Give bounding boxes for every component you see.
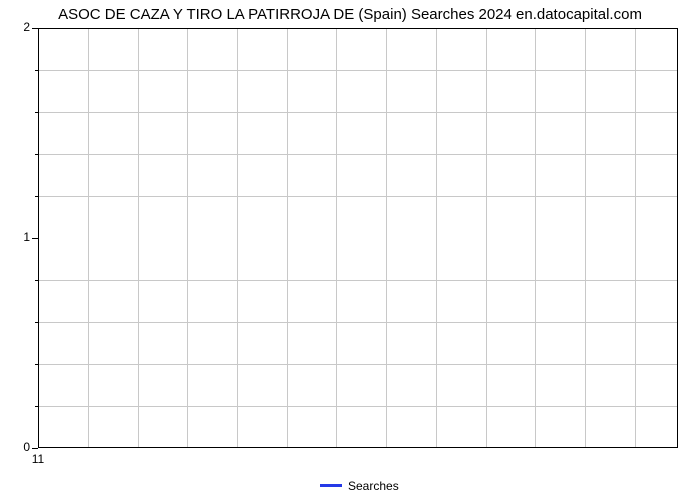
y-gridline [38,112,678,113]
y-tick [32,448,38,449]
x-gridline [138,28,139,448]
y-gridline [38,280,678,281]
chart-container: ASOC DE CAZA Y TIRO LA PATIRROJA DE (Spa… [0,0,700,500]
x-gridline [635,28,636,448]
axis-left [38,28,39,448]
y-gridline [38,364,678,365]
plot-area [38,28,678,448]
y-tick-label: 2 [10,20,30,34]
axis-bottom [38,447,678,448]
x-gridline [237,28,238,448]
x-gridline [287,28,288,448]
x-gridline [88,28,89,448]
x-tick-label: 11 [23,452,53,466]
y-gridline [38,322,678,323]
y-gridline [38,406,678,407]
y-gridline [38,196,678,197]
y-gridline [38,154,678,155]
x-gridline [486,28,487,448]
y-tick-label: 1 [10,230,30,244]
x-gridline [386,28,387,448]
x-gridline [585,28,586,448]
legend: Searches [320,478,399,493]
x-gridline [187,28,188,448]
x-gridline [436,28,437,448]
x-gridline [535,28,536,448]
legend-swatch-icon [320,484,342,487]
y-gridline [38,70,678,71]
axis-right [677,28,678,448]
x-gridline [336,28,337,448]
legend-label: Searches [348,479,399,493]
chart-title: ASOC DE CAZA Y TIRO LA PATIRROJA DE (Spa… [0,6,700,23]
axis-top [38,28,678,29]
